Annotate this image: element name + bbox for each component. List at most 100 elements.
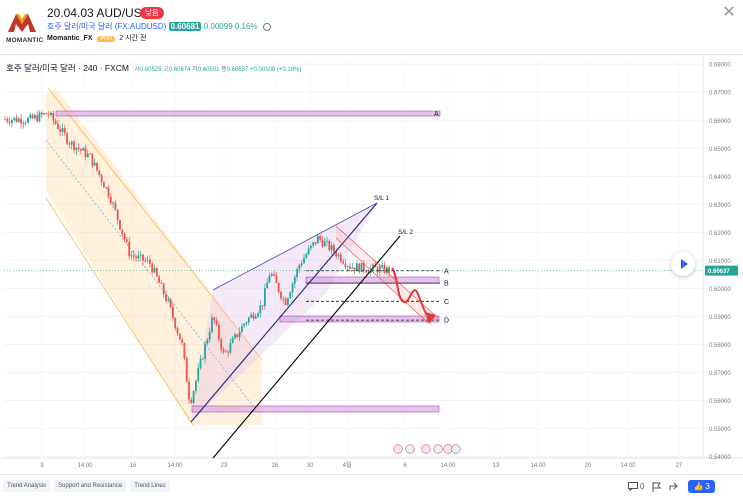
candle-body (243, 323, 246, 326)
candle-body (293, 277, 296, 284)
candle-body (158, 276, 160, 283)
candle-body (353, 267, 356, 271)
candle-body (132, 255, 135, 257)
legend-symbol: 호주 달러/미국 달러 · 240 · FXCM (6, 63, 130, 73)
candle-body (201, 358, 204, 360)
chart-area[interactable]: 0.68000 0.67000 0.66000 0.65000 0.64000 0.630… (0, 56, 743, 473)
time-tick-label: 13 (493, 463, 500, 469)
candle-body (178, 333, 181, 340)
tag-item[interactable]: Support and Resistance (54, 480, 127, 492)
candle-body (381, 264, 384, 267)
economic-event-icon (443, 444, 453, 454)
candle-body (383, 264, 386, 273)
candle-body (238, 332, 241, 337)
candle-body (27, 117, 29, 123)
candle-body (52, 112, 55, 121)
candle-body (264, 288, 266, 306)
time-tick-label: 14:00 (440, 463, 456, 469)
candle-body (326, 240, 328, 242)
logo-text: MOMANTIC (6, 37, 44, 44)
descending-flag-fill (336, 226, 438, 323)
symbol-link[interactable]: 호주 달러/미국 달러 (FX:AUDUSD) (47, 22, 167, 31)
candle-body (250, 314, 252, 318)
time-tick-label: 30 (307, 463, 314, 469)
author-name[interactable]: Momantic_FX (47, 35, 93, 42)
candle-body (155, 268, 158, 277)
price-tick-label: 0.65000 (709, 147, 731, 153)
candle-body (335, 251, 338, 257)
candle-body (227, 351, 229, 353)
flag-icon[interactable] (652, 481, 662, 492)
arrow-head (425, 312, 436, 324)
price-tick-label: 0.54000 (709, 455, 731, 461)
candle-body (82, 148, 85, 151)
candle-body (109, 196, 112, 204)
candle-body (222, 349, 225, 352)
candle-body (144, 260, 147, 262)
candle-body (146, 259, 149, 261)
tag-list: Trend Analysis Support and Resistance Tr… (3, 480, 170, 492)
candle-body (36, 115, 39, 122)
candle-body (296, 269, 298, 278)
candle-body (57, 123, 59, 130)
candle-body (73, 141, 75, 151)
symbol-change: 0.00099 (203, 22, 233, 31)
candle-body (284, 298, 287, 305)
candle-body (105, 187, 108, 189)
candle-body (181, 339, 183, 343)
candle-body (224, 351, 227, 353)
candle-body (344, 263, 347, 267)
price-tick-label: 0.66000 (709, 119, 731, 125)
close-button[interactable]: ✕ (722, 4, 736, 21)
alarm-clock-icon[interactable] (262, 22, 271, 31)
candle-body (142, 254, 144, 261)
candle-body (54, 120, 57, 124)
candle-body (215, 320, 218, 325)
comments-button[interactable]: 0 (628, 482, 644, 491)
time-tick-label: 9 (40, 463, 44, 469)
candle-body (245, 322, 248, 324)
candle-body (149, 259, 151, 264)
candle-body (165, 294, 167, 301)
tag-item[interactable]: Trend Lines (130, 480, 170, 492)
candle-body (130, 255, 133, 257)
symbol-row: 호주 달러/미국 달러 (FX:AUDUSD) 0.60681 0.00099 … (47, 21, 271, 32)
price-chart[interactable]: 0.68000 0.67000 0.66000 0.65000 0.64000 0.630… (0, 56, 743, 473)
candle-body (307, 248, 310, 255)
level-label: A (444, 268, 449, 275)
tag-item[interactable]: Trend Analysis (3, 480, 51, 492)
candle-body (388, 267, 390, 273)
candle-body (291, 283, 294, 293)
candle-body (89, 153, 91, 155)
candle-body (38, 112, 41, 122)
candle-body (372, 264, 374, 269)
time-tick-label: 14:00 (530, 463, 546, 469)
channel-lower-line (45, 197, 194, 426)
candle-body (91, 153, 94, 166)
boost-button[interactable]: 👍 3 (688, 480, 715, 493)
author-logo[interactable]: MOMANTIC (4, 8, 43, 44)
candle-body (310, 245, 312, 249)
share-icon[interactable] (669, 482, 680, 491)
thumbs-up-icon: 👍 (693, 482, 704, 491)
time-tick-label: 23 (221, 463, 228, 469)
candle-body (312, 242, 315, 246)
candle-body (123, 234, 126, 240)
play-replay-button[interactable] (671, 252, 695, 276)
price-tick-label: 0.56000 (709, 399, 731, 405)
candle-body (328, 240, 331, 250)
last-price-tag (705, 265, 738, 276)
candle-body (29, 114, 32, 118)
candle-body (13, 117, 16, 120)
price-tick-label: 0.61000 (709, 259, 731, 265)
candle-body (119, 219, 121, 230)
candle-body (337, 254, 340, 257)
candle-body (298, 265, 301, 270)
candle-body (277, 282, 280, 292)
candle-body (121, 229, 124, 235)
idea-title: 20.04.03 AUD/USD (47, 6, 151, 20)
symbol-price: 0.60681 (168, 22, 202, 31)
time-tick-label: 4월 (343, 461, 352, 469)
economic-event-icon (451, 444, 461, 454)
candle-body (31, 114, 34, 119)
